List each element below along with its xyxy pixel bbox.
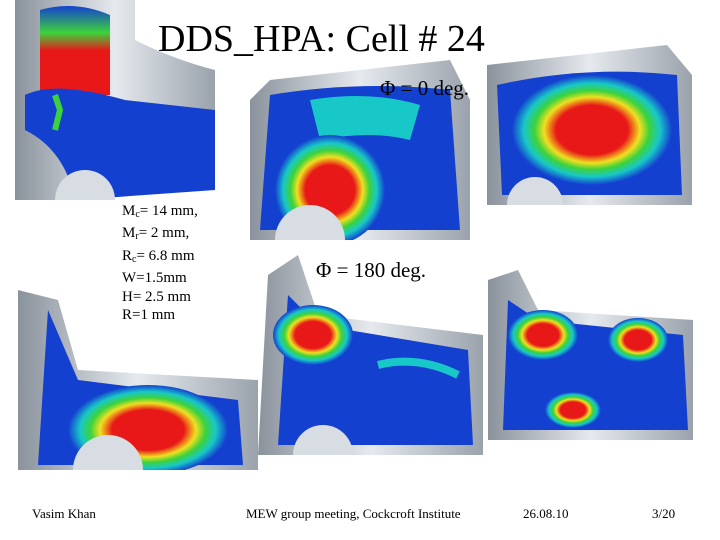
field-plot-bottom-left <box>18 290 258 470</box>
param-mc: Mc= 14 mm, <box>122 203 198 220</box>
footer-date: 26.08.10 <box>523 506 569 521</box>
field-plot-top-middle <box>250 60 480 240</box>
param-h: H= 2.5 mm <box>122 288 191 305</box>
phase-label-top: Φ = 0 deg. <box>380 76 470 100</box>
field-plot-top-right <box>487 45 692 205</box>
slide-title: DDS_HPA: Cell # 24 <box>158 18 485 60</box>
footer-page-number: 3/20 <box>652 506 676 521</box>
phase-label-bottom: Φ = 180 deg. <box>316 258 427 282</box>
footer-author: Vasim Khan <box>32 506 96 521</box>
param-rc: Rc= 6.8 mm <box>122 247 195 265</box>
param-r: R=1 mm <box>122 307 176 324</box>
field-plot-bottom-middle <box>258 255 483 455</box>
footer-event: MEW group meeting, Cockcroft Institute <box>246 506 461 521</box>
parameter-list: Mc= 14 mm, Mr= 2 mm, Rc= 6.8 mm W=1.5mm … <box>122 202 198 324</box>
field-plot-top-left <box>15 0 235 200</box>
param-mr: Mr= 2 mm, <box>122 225 190 243</box>
param-w: W=1.5mm <box>122 270 187 287</box>
field-plot-bottom-right <box>488 270 693 440</box>
